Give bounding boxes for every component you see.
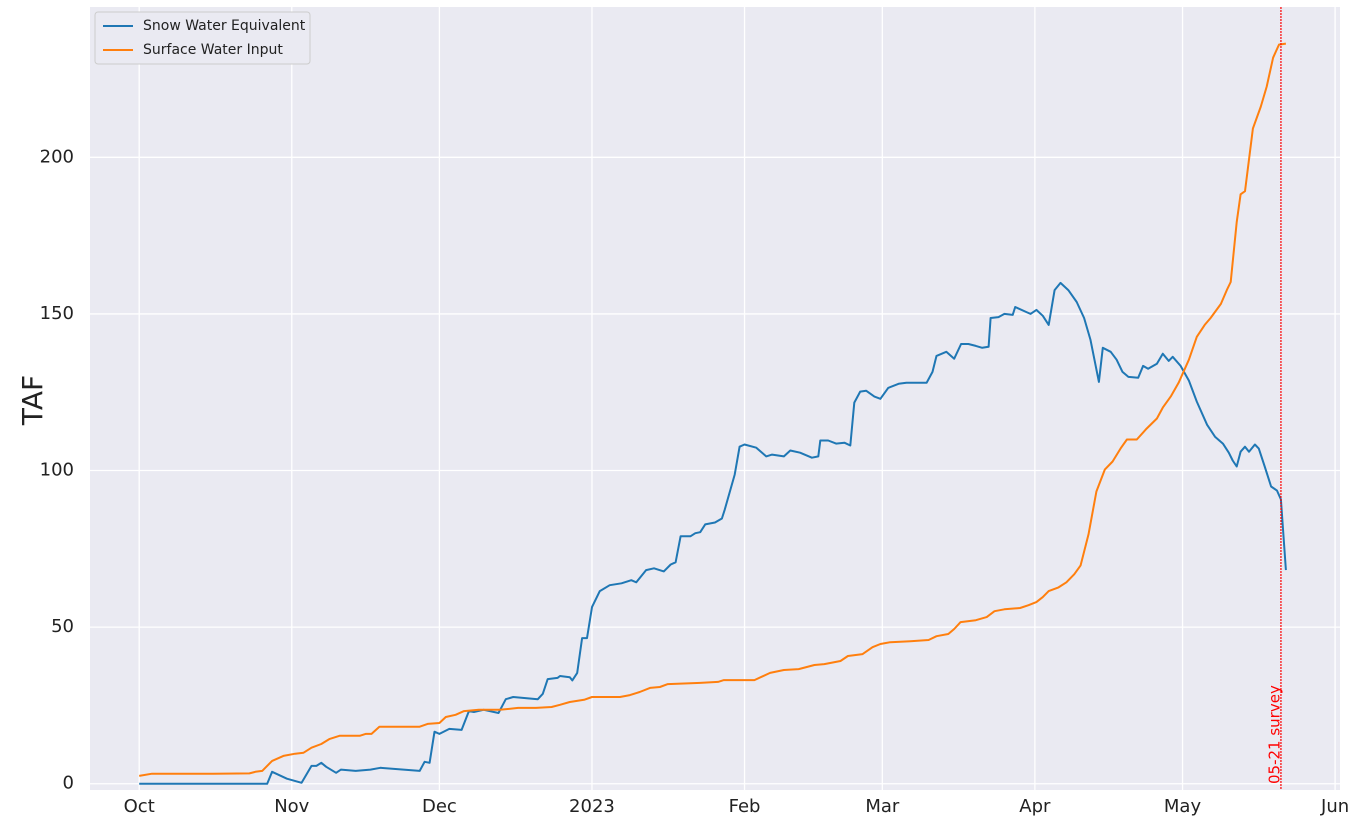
x-tick-label: Oct: [124, 796, 155, 817]
y-tick-label: 200: [40, 146, 74, 167]
y-tick-label: 100: [40, 460, 74, 481]
legend-label: Surface Water Input: [143, 42, 283, 58]
plot-area: [90, 7, 1340, 790]
x-tick-label: Dec: [422, 796, 457, 817]
y-tick-label: 150: [40, 303, 74, 324]
x-tick-label: Feb: [729, 796, 761, 817]
y-tick-label: 0: [63, 773, 74, 794]
y-tick-label: 50: [51, 616, 74, 637]
x-tick-label: Jun: [1320, 796, 1349, 817]
x-tick-label: May: [1164, 796, 1202, 817]
x-tick-label: Mar: [865, 796, 900, 817]
y-axis-label: TAF: [16, 375, 49, 426]
x-tick-label: 2023: [569, 796, 615, 817]
legend-label: Snow Water Equivalent: [143, 18, 306, 34]
x-tick-label: Apr: [1019, 796, 1051, 817]
legend-box: [94, 11, 311, 65]
survey-label: 05-21 survey: [1265, 685, 1283, 784]
x-tick-label: Nov: [274, 796, 309, 817]
series-line: [139, 42, 1287, 777]
